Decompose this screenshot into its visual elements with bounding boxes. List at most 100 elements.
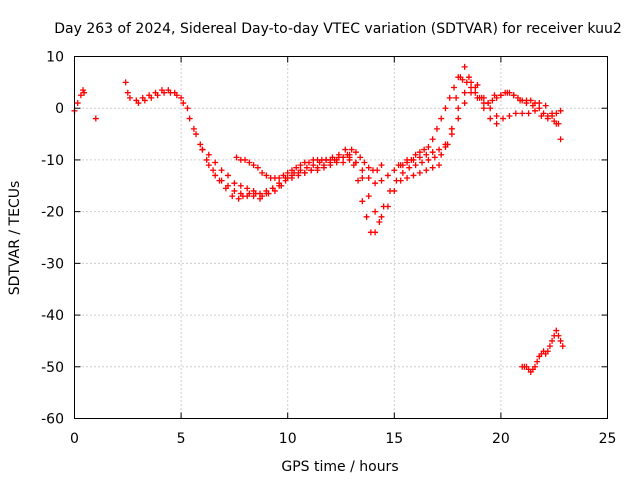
data-point	[74, 100, 81, 107]
data-point	[352, 149, 359, 156]
x-axis-label: GPS time / hours	[281, 459, 398, 475]
data-point	[553, 110, 560, 117]
data-point	[365, 193, 372, 200]
data-point	[461, 63, 468, 70]
data-point	[282, 177, 289, 184]
data-point	[549, 337, 556, 344]
x-tick-label: 25	[599, 431, 617, 447]
data-point	[553, 327, 560, 334]
data-point	[532, 107, 539, 114]
data-point	[154, 92, 161, 99]
data-point	[546, 343, 553, 350]
data-point	[425, 144, 432, 150]
data-point	[412, 151, 419, 158]
data-point	[378, 162, 385, 169]
data-point	[197, 141, 204, 148]
data-point	[295, 172, 302, 179]
data-point	[250, 187, 257, 194]
data-point	[557, 136, 564, 143]
series-kuu2-B	[135, 81, 562, 202]
data-point	[384, 172, 391, 179]
data-point	[372, 229, 379, 236]
data-point	[474, 81, 481, 88]
data-point	[399, 162, 406, 169]
data-point	[280, 172, 287, 179]
data-point	[391, 167, 398, 174]
data-point	[557, 107, 564, 114]
data-point	[559, 343, 566, 350]
data-point	[167, 89, 174, 96]
data-point	[365, 164, 372, 171]
data-point	[306, 159, 313, 166]
data-point	[288, 167, 295, 174]
data-point	[344, 151, 351, 158]
data-point	[532, 100, 539, 107]
data-point	[141, 97, 148, 104]
data-point	[148, 94, 155, 101]
data-point	[212, 172, 219, 179]
y-tick-labels: 10 0 -10 -20 -30 -40 -50 -60	[41, 50, 64, 428]
data-point	[92, 115, 99, 122]
data-point	[384, 203, 391, 210]
data-point	[551, 118, 558, 125]
data-point	[180, 100, 187, 107]
x-tick-labels: 0 5 10 15 20 25	[70, 431, 616, 447]
data-point	[303, 164, 310, 171]
data-point	[256, 195, 263, 202]
data-point	[557, 337, 564, 344]
data-point	[506, 112, 513, 119]
data-point	[199, 146, 206, 153]
data-point	[122, 79, 129, 86]
data-point	[542, 102, 549, 109]
y-tick-label: -20	[41, 205, 64, 221]
data-point	[237, 182, 244, 189]
data-point	[493, 112, 500, 119]
data-point	[359, 167, 366, 174]
data-point	[348, 146, 355, 153]
data-point	[436, 146, 443, 153]
data-point	[376, 218, 383, 225]
data-point	[510, 92, 517, 99]
data-point	[263, 187, 270, 194]
data-point	[423, 167, 430, 174]
data-point	[555, 120, 562, 127]
data-point	[340, 154, 347, 161]
data-point	[161, 89, 168, 96]
x-tick-label: 5	[177, 431, 186, 447]
y-tick-label: 0	[55, 101, 64, 117]
y-axis-label: SDTVAR / TECUs	[7, 181, 23, 296]
data-point	[235, 195, 242, 202]
data-point	[327, 162, 334, 169]
data-point	[455, 115, 462, 122]
data-point	[406, 164, 413, 171]
data-point	[301, 169, 308, 176]
data-point	[244, 193, 251, 200]
y-tick-label: -50	[41, 360, 64, 376]
data-point	[455, 105, 462, 112]
data-point	[463, 79, 470, 86]
data-point	[532, 363, 539, 370]
data-point	[124, 89, 131, 96]
data-point	[359, 198, 366, 205]
data-point	[431, 154, 438, 161]
data-point	[233, 154, 240, 161]
data-point	[397, 177, 404, 184]
data-point	[540, 110, 547, 117]
y-tick-label: -60	[41, 412, 64, 428]
data-point	[250, 193, 257, 200]
data-point	[372, 208, 379, 215]
data-point	[423, 151, 430, 158]
data-point	[357, 154, 364, 161]
data-point	[465, 74, 472, 81]
data-point	[487, 115, 494, 122]
data-point	[450, 84, 457, 91]
data-point	[404, 175, 411, 182]
data-point	[372, 180, 379, 187]
data-point	[246, 159, 253, 166]
data-point	[412, 162, 419, 169]
data-point	[410, 172, 417, 179]
data-point	[416, 149, 423, 156]
data-point	[446, 94, 453, 101]
data-point	[297, 162, 304, 169]
data-point	[448, 125, 455, 132]
